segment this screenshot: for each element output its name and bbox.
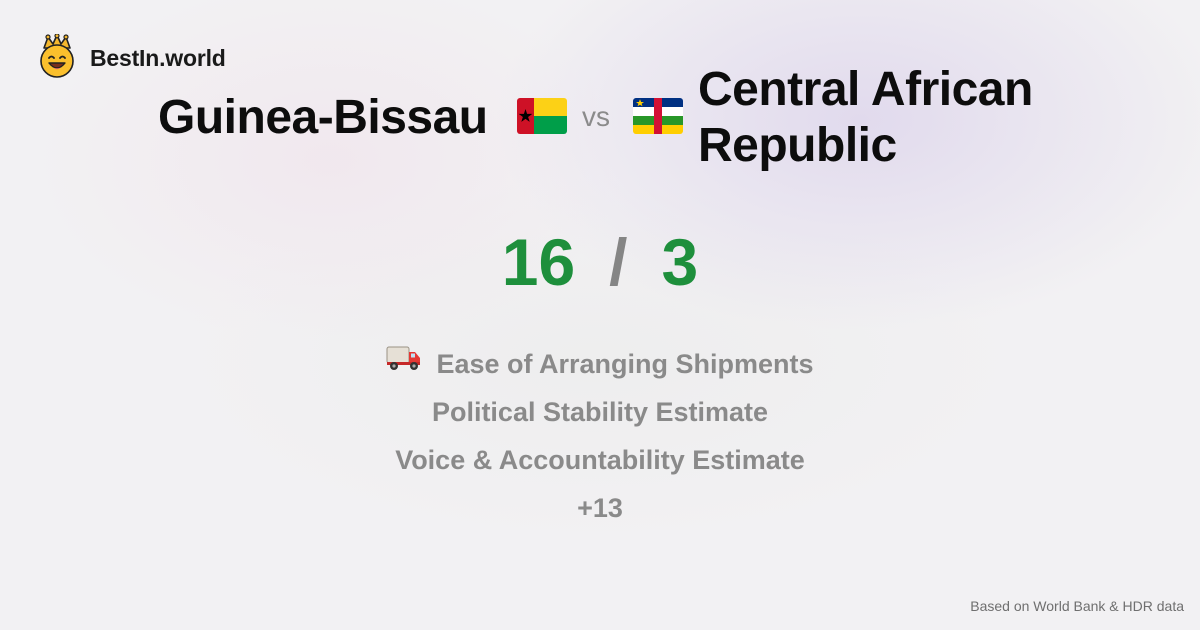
metric-label: Political Stability Estimate <box>431 397 769 427</box>
score: 16 / 3 <box>0 222 1200 302</box>
source-note: Based on World Bank & HDR data <box>970 598 1184 614</box>
crowned-smiley-icon <box>38 32 76 83</box>
metric-label: Ease of Arranging Shipments <box>436 349 814 379</box>
delivery-truck-icon <box>386 339 422 387</box>
score-separator: / <box>609 225 628 299</box>
right-country-name[interactable]: Central African Republic <box>698 63 1033 172</box>
left-score: 16 <box>501 225 576 299</box>
vs-label: vs <box>582 101 610 132</box>
more-metrics-count[interactable]: +13 <box>0 484 1200 532</box>
guinea-bissau-flag-icon <box>517 98 567 134</box>
brand-name: BestIn.world <box>90 44 226 71</box>
central-african-republic-flag-icon <box>633 98 683 134</box>
left-country-name[interactable]: Guinea-Bissau <box>158 91 488 144</box>
metrics-list: Ease of Arranging Shipments Political St… <box>0 340 1200 532</box>
metric-item: Political Stability Estimate <box>0 388 1200 436</box>
metric-label: +13 <box>577 493 623 523</box>
metric-item: Voice & Accountability Estimate <box>0 436 1200 484</box>
right-score: 3 <box>661 225 699 299</box>
brand[interactable]: BestIn.world <box>38 32 226 83</box>
metric-label: Voice & Accountability Estimate <box>395 445 805 475</box>
metric-item: Ease of Arranging Shipments <box>0 340 1200 388</box>
